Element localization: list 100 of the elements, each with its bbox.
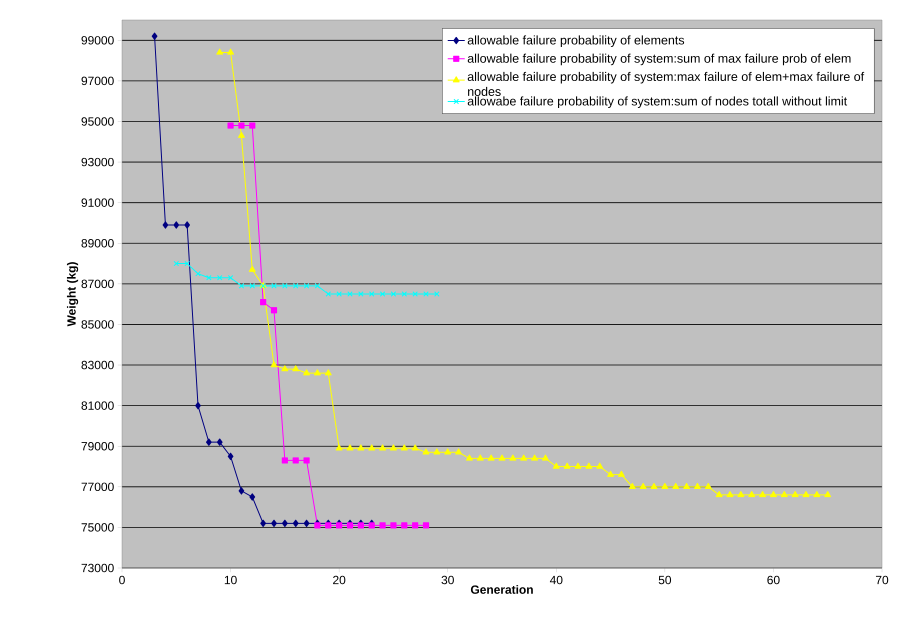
y-tick-label: 91000 xyxy=(82,198,114,207)
point xyxy=(813,491,820,498)
point xyxy=(650,482,658,490)
point xyxy=(466,454,473,461)
point xyxy=(402,291,408,297)
point xyxy=(271,283,277,289)
point xyxy=(574,462,582,469)
point xyxy=(390,291,396,297)
point xyxy=(498,454,506,461)
point xyxy=(206,275,212,281)
point xyxy=(412,444,419,450)
y-tick-label: 99000 xyxy=(82,36,114,45)
point xyxy=(292,457,299,464)
point xyxy=(227,48,234,55)
point xyxy=(802,491,810,498)
point xyxy=(304,283,310,289)
point xyxy=(564,462,571,469)
point xyxy=(238,283,244,289)
x-tick-label: 30 xyxy=(442,576,454,584)
point xyxy=(206,438,212,446)
point xyxy=(336,291,342,297)
point xyxy=(357,444,364,450)
point xyxy=(661,482,668,490)
point xyxy=(434,291,440,297)
point xyxy=(792,491,799,498)
point xyxy=(716,491,723,498)
point xyxy=(304,520,310,528)
point xyxy=(488,454,495,461)
y-tick-label: 75000 xyxy=(82,523,114,532)
point xyxy=(195,270,201,276)
point xyxy=(173,221,180,229)
point xyxy=(640,482,647,490)
point xyxy=(379,522,386,528)
point xyxy=(596,462,604,469)
point xyxy=(228,275,234,281)
point xyxy=(228,452,234,460)
x-tick-label: 10 xyxy=(224,576,237,584)
y-tick-label: 95000 xyxy=(82,117,114,126)
y-tick-label: 93000 xyxy=(82,158,114,166)
legend-label: allowable failure probability of elements xyxy=(468,35,684,47)
point xyxy=(227,122,234,129)
point xyxy=(162,221,168,229)
point xyxy=(270,361,278,368)
point xyxy=(607,470,614,477)
point xyxy=(737,491,744,498)
point xyxy=(476,454,484,461)
point xyxy=(552,462,560,469)
legend-label: allowabe failure probability of system:sum of nodes totall without limit xyxy=(468,96,848,108)
point xyxy=(412,522,418,528)
point xyxy=(433,448,440,455)
point xyxy=(248,266,256,272)
x-tick-label: 0 xyxy=(119,576,125,584)
point xyxy=(281,365,288,372)
point xyxy=(347,291,353,297)
point xyxy=(282,283,288,289)
point xyxy=(726,491,734,498)
point xyxy=(694,482,701,490)
point xyxy=(542,454,549,461)
point xyxy=(260,520,266,528)
point xyxy=(336,444,343,450)
point xyxy=(618,470,625,477)
y-tick-label: 85000 xyxy=(82,320,114,329)
point xyxy=(270,307,278,314)
point xyxy=(358,291,364,297)
x-tick-label: 20 xyxy=(333,576,346,584)
point xyxy=(585,462,592,469)
point xyxy=(292,520,299,528)
point xyxy=(292,365,300,372)
point xyxy=(455,448,462,455)
point xyxy=(520,454,528,461)
point xyxy=(759,491,766,498)
point xyxy=(238,487,244,495)
y-tick-label: 79000 xyxy=(82,442,114,450)
point xyxy=(780,491,788,498)
point xyxy=(216,48,224,55)
point xyxy=(509,454,516,461)
point xyxy=(748,491,756,498)
point xyxy=(184,260,190,266)
point xyxy=(324,369,332,376)
point xyxy=(412,291,418,297)
y-tick-label: 87000 xyxy=(82,280,114,288)
point xyxy=(282,520,288,528)
point xyxy=(390,522,397,528)
y-tick-label: 77000 xyxy=(82,482,114,492)
point xyxy=(282,457,288,464)
x-tick-label: 70 xyxy=(876,576,888,584)
point xyxy=(216,275,222,281)
point xyxy=(379,444,386,450)
y-tick-label: 73000 xyxy=(82,564,114,572)
x-tick-label: 60 xyxy=(767,576,780,584)
legend-label: allowable failure probability of system:sum of max failure prob of elem xyxy=(468,54,850,66)
x-tick-label: 50 xyxy=(658,576,672,584)
point xyxy=(271,520,277,528)
point xyxy=(358,522,364,528)
point xyxy=(250,283,256,289)
point xyxy=(824,491,832,498)
point xyxy=(390,444,397,450)
point xyxy=(184,221,190,229)
point xyxy=(401,522,408,528)
point xyxy=(380,291,386,297)
